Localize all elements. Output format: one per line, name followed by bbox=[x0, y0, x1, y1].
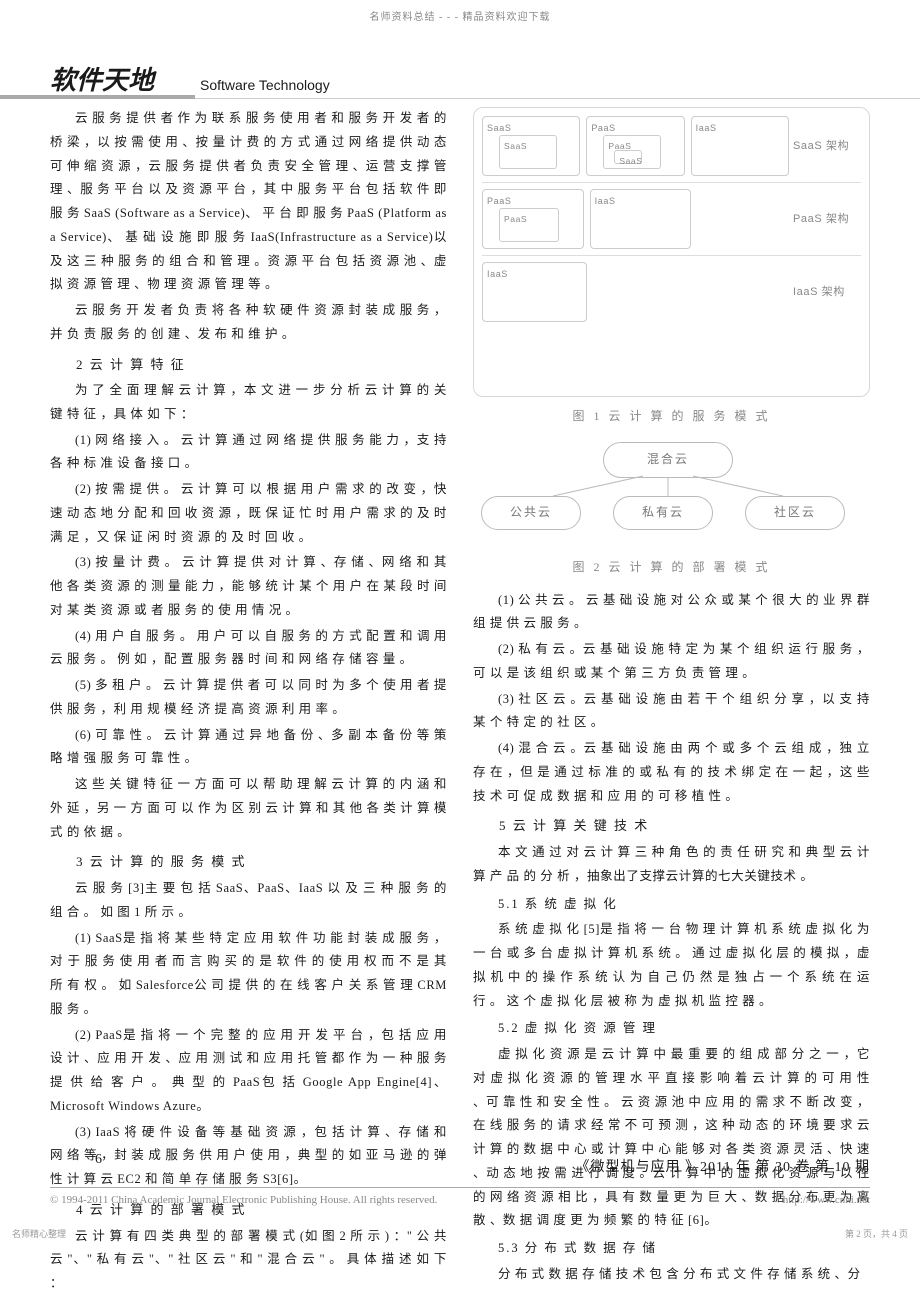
heading-3: 3 云 计 算 的 服 务 模 式 bbox=[50, 850, 447, 875]
para: 分 布 式 数 据 存 储 技 术 包 含 分 布 式 文 件 存 储 系 统 … bbox=[473, 1263, 870, 1287]
box-saas: SaaS bbox=[487, 123, 511, 133]
para: 为 了 全 面 理 解 云 计 算 ，本 文 进 一 步 分 析 云 计 算 的… bbox=[50, 379, 447, 427]
box-paas2: PaaS bbox=[487, 196, 511, 206]
top-header: 名师资料总结 - - - 精品资料欢迎下载 bbox=[0, 0, 920, 23]
copyright-text: © 1994-2011 China Academic Journal Elect… bbox=[50, 1194, 437, 1206]
section-title-en: Software Technology bbox=[200, 77, 330, 93]
para: 这 些 关 键 特 征 一 方 面 可 以 帮 助 理 解 云 计 算 的 内 … bbox=[50, 773, 447, 844]
copyright-url: http://www.cnki.net bbox=[783, 1194, 870, 1206]
para: (2) 私 有 云 。云 基 础 设 施 特 定 为 某 个 组 织 运 行 服… bbox=[473, 638, 870, 686]
box-iaas2: IaaS bbox=[595, 196, 616, 206]
footer-right: 第 2 页，共 4 页 bbox=[845, 1227, 908, 1240]
heading-5-2: 5.2 虚 拟 化 资 源 管 理 bbox=[473, 1017, 870, 1041]
left-column: 云 服 务 提 供 者 作 为 联 系 服 务 使 用 者 和 服 务 开 发 … bbox=[50, 107, 447, 1298]
arch-label-paas: PaaS 架构 bbox=[789, 209, 861, 230]
para: (1) SaaS是 指 将 某 些 特 定 应 用 软 件 功 能 封 装 成 … bbox=[50, 927, 447, 1022]
box-saas-deep: SaaS bbox=[619, 156, 642, 166]
right-column: SaaS SaaS PaaS PaaS SaaS bbox=[473, 107, 870, 1298]
para: (1) 公 共 云 。 云 基 础 设 施 对 公 众 或 某 个 很 大 的 … bbox=[473, 589, 870, 637]
arch-label-iaas: IaaS 架构 bbox=[789, 282, 861, 303]
figure-1-caption: 图 1 云 计 算 的 服 务 模 式 bbox=[473, 405, 870, 428]
box-iaas3: IaaS bbox=[487, 269, 508, 279]
box-saas-inner: SaaS bbox=[504, 141, 527, 151]
header-bar-light bbox=[195, 98, 920, 99]
para: (2) 按 需 提 供 。 云 计 算 可 以 根 据 用 户 需 求 的 改 … bbox=[50, 478, 447, 549]
para: 云 服 务 开 发 者 负 责 将 各 种 软 硬 件 资 源 封 装 成 服 … bbox=[50, 299, 447, 347]
para: (3) IaaS 将 硬 件 设 备 等 基 础 资 源 ，包 括 计 算 、存… bbox=[50, 1121, 447, 1192]
para: (4) 混 合 云 。云 基 础 设 施 由 两 个 或 多 个 云 组 成 ，… bbox=[473, 737, 870, 808]
figure-2: 混合云 公共云 私有云 社区云 bbox=[473, 438, 870, 548]
page-body: 软件天地 Software Technology 云 服 务 提 供 者 作 为… bbox=[0, 23, 920, 1298]
fig-divider bbox=[482, 255, 861, 256]
heading-5-3: 5.3 分 布 式 数 据 存 储 bbox=[473, 1237, 870, 1261]
section-title-cn: 软件天地 bbox=[50, 60, 154, 97]
box-iaas: IaaS bbox=[696, 123, 717, 133]
footer-left: 名师精心整理 bbox=[12, 1227, 66, 1240]
arch-label-saas: SaaS 架构 bbox=[789, 136, 861, 157]
para: (3) 社 区 云 。云 基 础 设 施 由 若 干 个 组 织 分 享 ，以 … bbox=[473, 688, 870, 736]
para: 云 服 务 提 供 者 作 为 联 系 服 务 使 用 者 和 服 务 开 发 … bbox=[50, 107, 447, 297]
para: (6) 可 靠 性 。 云 计 算 通 过 异 地 备 份 、多 副 本 备 份… bbox=[50, 724, 447, 772]
figure-1: SaaS SaaS PaaS PaaS SaaS bbox=[473, 107, 870, 397]
box-paas2-inner: PaaS bbox=[504, 214, 527, 224]
para: (5) 多 租 户 。 云 计 算 提 供 者 可 以 同 时 为 多 个 使 … bbox=[50, 674, 447, 722]
para: (4) 用 户 自 服 务 。 用 户 可 以 自 服 务 的 方 式 配 置 … bbox=[50, 625, 447, 673]
para: (1) 网 络 接 入 。 云 计 算 通 过 网 络 提 供 服 务 能 力 … bbox=[50, 429, 447, 477]
heading-5-1: 5.1 系 统 虚 拟 化 bbox=[473, 893, 870, 917]
para: (3) 按 量 计 费 。 云 计 算 提 供 对 计 算 、存 储 、网 络 … bbox=[50, 551, 447, 622]
journal-info: 《微型机与应用 》2011 年 第 30 卷 第 10 期 bbox=[576, 1156, 870, 1176]
figure-2-caption: 图 2 云 计 算 的 部 署 模 式 bbox=[473, 556, 870, 579]
para: 云 计 算 有 四 类 典 型 的 部 署 模 式 (如 图 2 所 示 ) ：… bbox=[50, 1225, 447, 1296]
heading-5: 5 云 计 算 关 键 技 术 bbox=[473, 814, 870, 839]
para: 系 统 虚 拟 化 [5]是 指 将 一 台 物 理 计 算 机 系 统 虚 拟… bbox=[473, 918, 870, 1013]
heading-2: 2 云 计 算 特 征 bbox=[50, 353, 447, 378]
fig2-lines bbox=[473, 438, 870, 548]
para: (2) PaaS是 指 将 一 个 完 整 的 应 用 开 发 平 台 ，包 括… bbox=[50, 1024, 447, 1119]
copyright-line: © 1994-2011 China Academic Journal Elect… bbox=[50, 1187, 870, 1206]
para: 云 服 务 [3]主 要 包 括 SaaS、PaaS、IaaS 以 及 三 种 … bbox=[50, 877, 447, 925]
page-number: 6 bbox=[95, 1152, 102, 1168]
section-header: 软件天地 Software Technology bbox=[50, 63, 870, 95]
fig-divider bbox=[482, 182, 861, 183]
box-paas: PaaS bbox=[591, 123, 615, 133]
para: 本 文 通 过 对 云 计 算 三 种 角 色 的 责 任 研 究 和 典 型 … bbox=[473, 841, 870, 889]
header-bar-dark bbox=[0, 95, 195, 99]
